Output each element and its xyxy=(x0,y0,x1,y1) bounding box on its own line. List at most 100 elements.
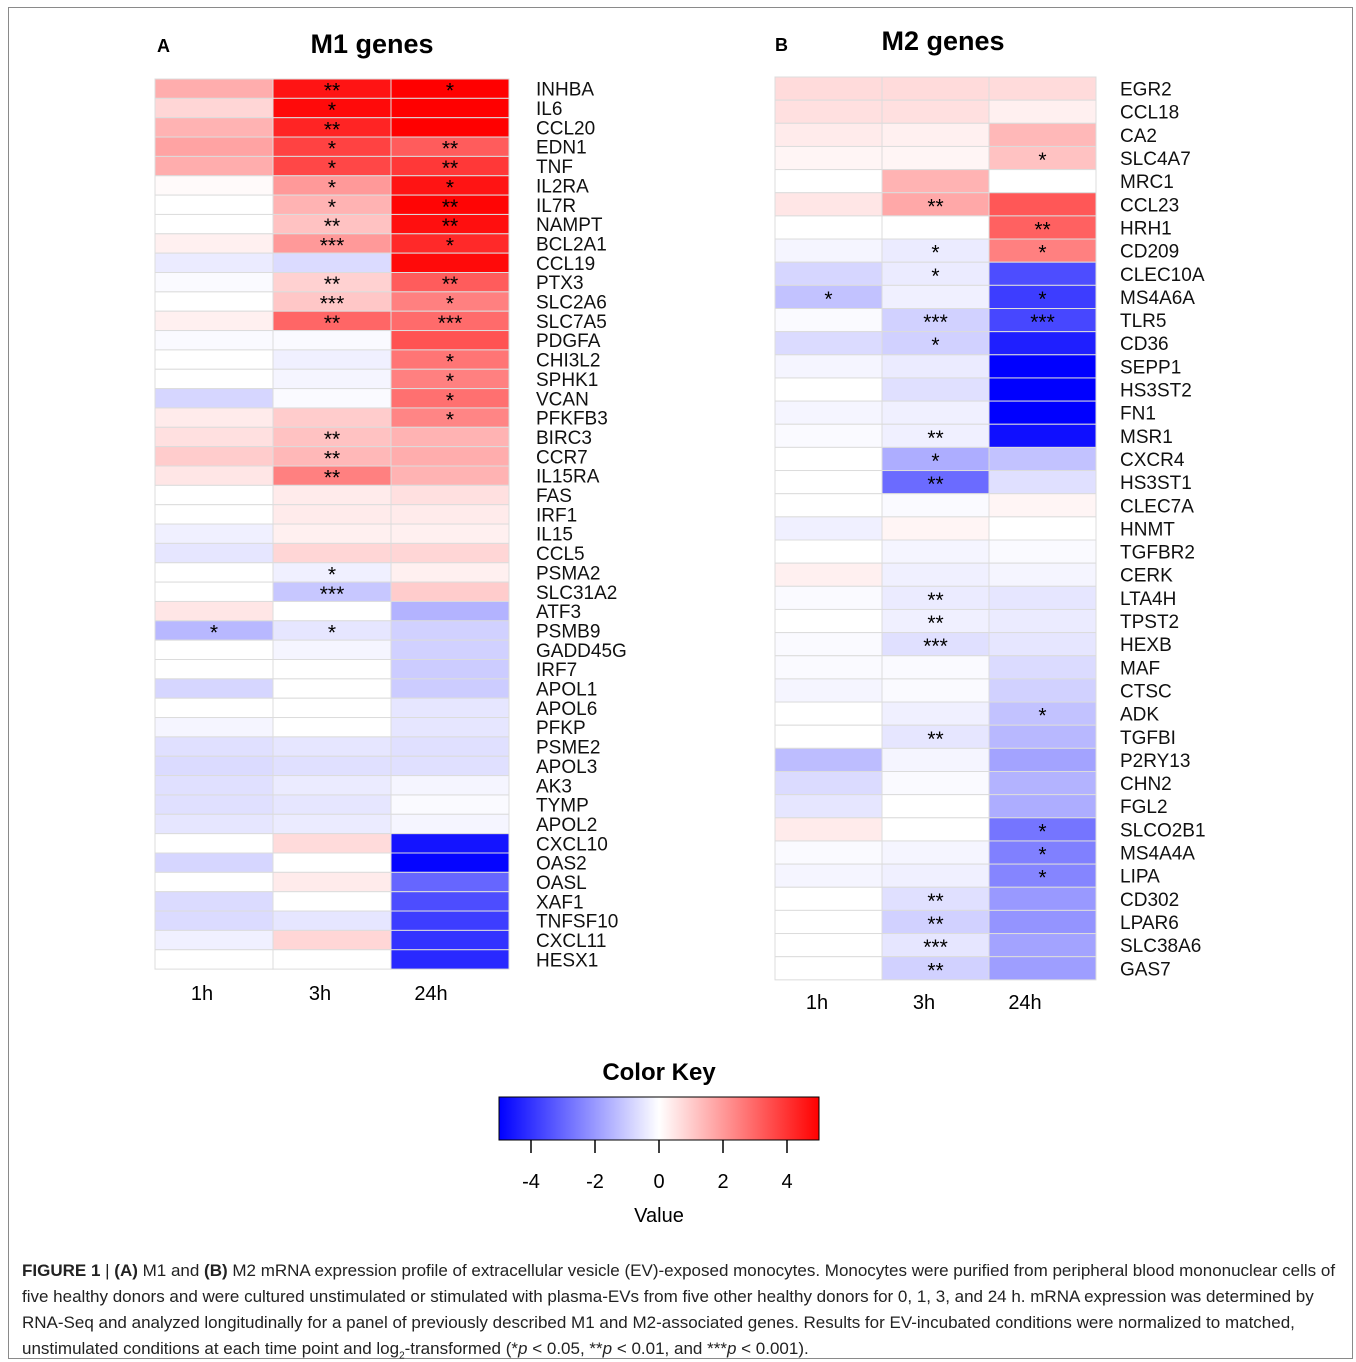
significance-stars: * xyxy=(931,450,939,473)
gene-label: IL6 xyxy=(536,99,562,120)
heatmap-cell xyxy=(774,331,883,356)
heatmap-cell xyxy=(390,794,510,815)
significance-stars: * xyxy=(328,176,336,199)
gene-label: HRH1 xyxy=(1120,218,1172,239)
color-key-xlabel: Value xyxy=(634,1205,684,1227)
heatmap-cell xyxy=(272,794,392,815)
significance-stars: * xyxy=(931,334,939,357)
heatmap-cell xyxy=(154,291,274,312)
significance-stars: * xyxy=(328,196,336,219)
column-label: 3h xyxy=(913,992,935,1014)
heatmap-cell xyxy=(154,349,274,370)
gene-label: CD209 xyxy=(1120,242,1179,263)
heatmap-cell xyxy=(390,504,510,525)
heatmap-cell xyxy=(154,600,274,622)
gene-label: MRC1 xyxy=(1120,172,1174,193)
heatmap-cell xyxy=(774,539,883,564)
significance-stars: ** xyxy=(927,427,943,450)
heatmap-cell xyxy=(988,169,1097,194)
heatmap-cell xyxy=(774,863,883,888)
heatmap-cell xyxy=(774,493,883,518)
column-label: 24h xyxy=(414,983,447,1005)
heatmap-cell xyxy=(988,400,1097,425)
significance-stars: ** xyxy=(927,890,943,913)
heatmap-cell xyxy=(154,233,274,254)
gene-label: CHN2 xyxy=(1120,774,1172,795)
heatmap-cell xyxy=(154,891,274,912)
heatmap-cell xyxy=(390,600,510,622)
heatmap-cell xyxy=(774,169,883,194)
significance-stars: ** xyxy=(442,138,458,161)
heatmap-cell xyxy=(154,910,274,931)
gene-label: P2RY13 xyxy=(1120,751,1190,772)
heatmap-cell xyxy=(881,76,990,101)
significance-stars: ** xyxy=(324,447,340,470)
heatmap-cell xyxy=(390,717,510,738)
heatmap-cell xyxy=(988,655,1097,680)
gene-label: HEXB xyxy=(1120,635,1172,656)
caption-text-3: -transformed (* xyxy=(404,1339,519,1358)
heatmap-cell xyxy=(881,840,990,865)
figure-caption: FIGURE 1 | (A) M1 and (B) M2 mRNA expres… xyxy=(22,1258,1340,1362)
significance-stars: * xyxy=(446,409,454,432)
heatmap-cell xyxy=(154,252,274,273)
gene-label: PSMB9 xyxy=(536,621,600,642)
significance-stars: *** xyxy=(1030,311,1055,334)
panel-title: M1 genes xyxy=(310,29,433,59)
heatmap-cell xyxy=(988,539,1097,564)
significance-stars: ** xyxy=(324,273,340,296)
gene-label: CTSC xyxy=(1120,681,1172,702)
color-key-tick-label: -4 xyxy=(522,1171,540,1193)
heatmap-cell xyxy=(272,833,392,854)
heatmap-cell xyxy=(154,949,274,970)
gene-label: CD36 xyxy=(1120,334,1169,355)
caption-text-1: M1 and xyxy=(137,1261,205,1280)
heatmap-cell xyxy=(154,407,274,428)
heatmap-cell xyxy=(154,194,274,215)
heatmap-cell xyxy=(988,76,1097,101)
heatmap-cell xyxy=(774,423,883,448)
heatmap-cell xyxy=(272,910,392,931)
color-key-tick-label: -2 xyxy=(586,1171,604,1193)
heatmap-cell xyxy=(881,516,990,541)
heatmap-cell xyxy=(154,465,274,486)
gene-label: APOL3 xyxy=(536,757,597,778)
caption-text-5: < 0.01, and *** xyxy=(612,1339,727,1358)
gene-label: MAF xyxy=(1120,658,1160,679)
heatmap-cell xyxy=(390,446,510,467)
significance-stars: * xyxy=(1038,867,1046,890)
gene-label: GADD45G xyxy=(536,641,627,662)
significance-stars: * xyxy=(446,234,454,257)
significance-stars: * xyxy=(1038,844,1046,867)
heatmap-cell xyxy=(774,585,883,610)
significance-stars: ** xyxy=(1034,218,1050,241)
gene-label: APOL1 xyxy=(536,680,597,701)
significance-stars: ** xyxy=(324,80,340,103)
gene-label: CLEC7A xyxy=(1120,496,1194,517)
heatmap-cell xyxy=(774,608,883,634)
heatmap-cell xyxy=(988,99,1097,124)
heatmap-cell xyxy=(988,493,1097,518)
heatmap-cell xyxy=(774,771,883,796)
significance-stars: ** xyxy=(927,195,943,218)
heatmap-cell xyxy=(881,655,990,680)
heatmap-cell xyxy=(774,99,883,124)
color-key-tick-label: 0 xyxy=(653,1171,664,1193)
gene-label: SLC4A7 xyxy=(1120,149,1191,170)
heatmap-cell xyxy=(390,581,510,602)
significance-stars: * xyxy=(1038,705,1046,728)
gene-label: CXCL10 xyxy=(536,834,608,855)
heatmap-cell xyxy=(272,852,392,873)
heatmap-cell xyxy=(154,929,274,951)
heatmap-cell xyxy=(272,871,392,893)
heatmap-cell xyxy=(881,99,990,124)
heatmap-cell xyxy=(272,697,392,719)
heatmap-cell xyxy=(881,863,990,888)
heatmap-cell xyxy=(272,330,392,351)
heatmap-cell xyxy=(154,484,274,506)
gene-label: FGL2 xyxy=(1120,797,1168,818)
heatmap-cell xyxy=(774,655,883,680)
heatmap-cell xyxy=(154,562,274,583)
heatmap-cell xyxy=(390,252,510,273)
gene-label: CCL5 xyxy=(536,544,585,565)
